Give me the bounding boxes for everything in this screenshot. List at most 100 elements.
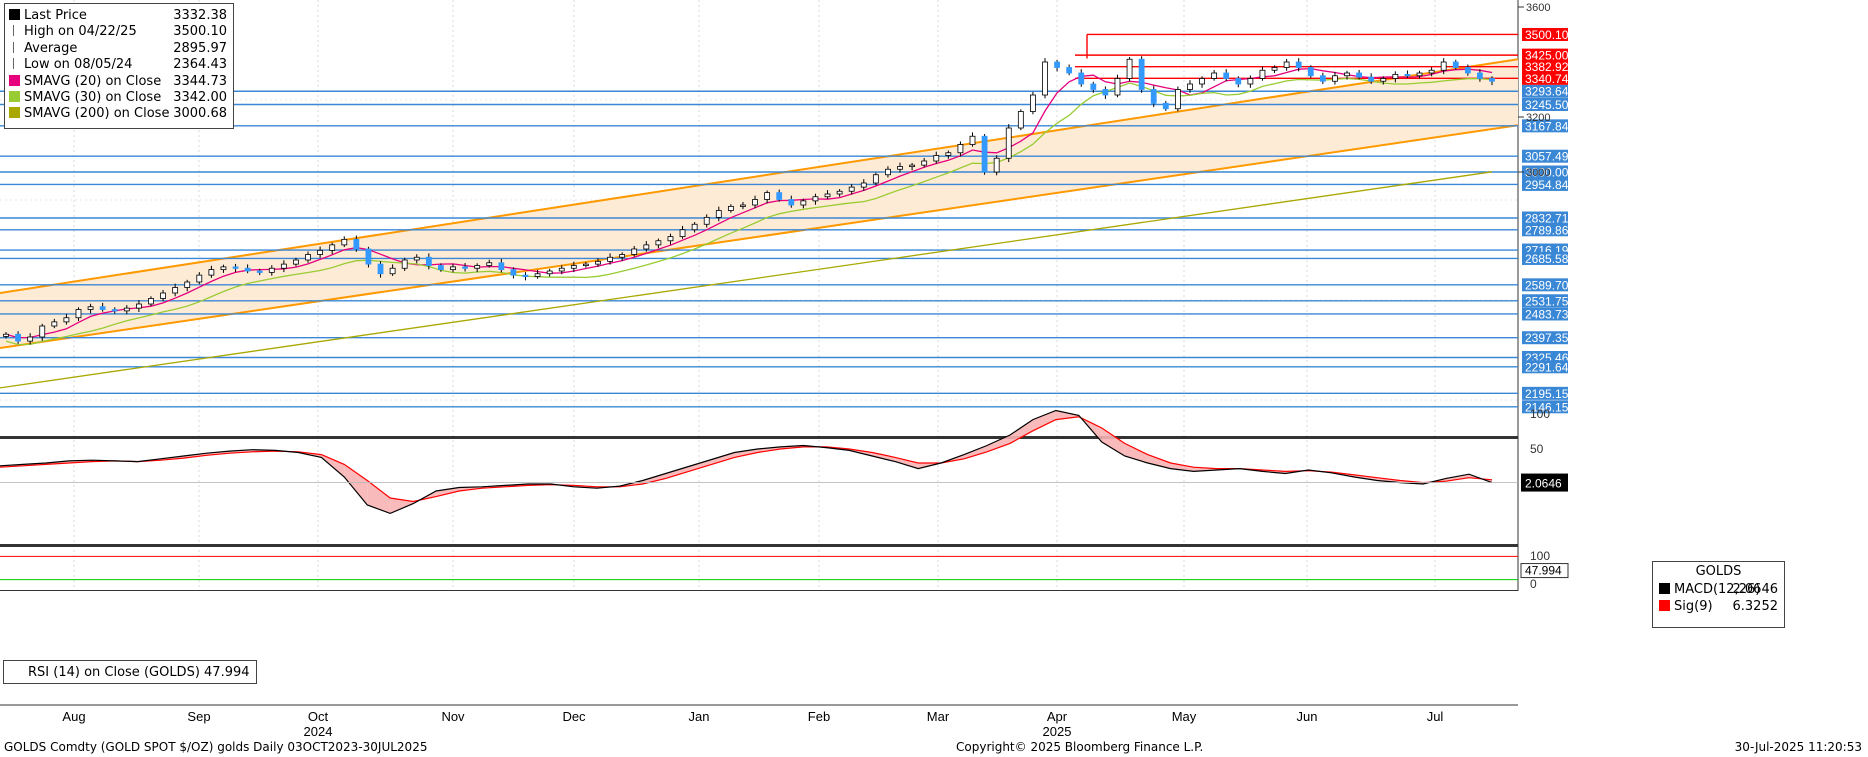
rsi-label: RSI (14) on Close (GOLDS) 47.994 [28, 665, 250, 680]
macd-histogram-area [1032, 410, 1056, 431]
candle-body [39, 325, 46, 338]
candle-body [293, 259, 299, 265]
resistance-level-tag [1522, 48, 1568, 62]
macd-histogram-area [734, 449, 758, 458]
candle-body [486, 262, 493, 266]
month-label: Dec [562, 709, 586, 724]
channel-upper-line [0, 58, 1519, 294]
candle-body [111, 309, 118, 312]
resistance-level-label: 3425.00 [1525, 49, 1569, 63]
macd-histogram-area [390, 498, 414, 514]
candle-body [51, 321, 58, 327]
candle-body [1162, 102, 1169, 110]
support-level-label: 2291.64 [1525, 360, 1569, 374]
series-swatch-icon [9, 107, 20, 119]
candle-body [256, 270, 263, 273]
candle-body [329, 244, 336, 251]
rsi-last-label: 47.994 [1525, 564, 1562, 578]
series-swatch-icon [9, 91, 20, 102]
candle-body [691, 223, 698, 231]
support-level-label: 3057.49 [1525, 150, 1569, 164]
candle-body [655, 240, 662, 246]
candle-body [196, 274, 203, 283]
candle-body [1319, 75, 1326, 82]
candle-body [1138, 58, 1145, 90]
high-marker-icon [13, 25, 20, 37]
month-label: Oct [308, 709, 329, 724]
candle-body [1235, 78, 1242, 85]
candle-body [619, 254, 626, 258]
candle-body [1477, 72, 1483, 79]
candle-body [123, 307, 130, 312]
support-level-tag [1522, 223, 1568, 237]
candle-body [1428, 69, 1435, 74]
candle-body [498, 262, 505, 271]
candle-body [643, 244, 650, 250]
legend-value: 3342.00 [173, 90, 227, 105]
macd-last-tag [1521, 473, 1568, 492]
legend-row: SMAVG (200) on Close 3000.68 [9, 106, 229, 122]
month-label: Jul [1427, 709, 1444, 724]
resistance-level-label: 3500.10 [1525, 28, 1569, 42]
month-label: May [1172, 709, 1197, 724]
macd-histogram-area [642, 473, 666, 484]
signal-label: Sig(9) [1674, 599, 1713, 614]
rsi-legend: RSI (14) on Close (GOLDS) 47.994 [3, 660, 257, 684]
macd-histogram-area [1193, 467, 1217, 472]
candle-body [1174, 89, 1181, 110]
candle-body [631, 248, 638, 255]
resistance-level-tag [1522, 71, 1568, 85]
candle-body [764, 192, 771, 200]
legend-value: 2364.43 [173, 57, 227, 73]
candle-body [1356, 72, 1363, 78]
candle-body [1489, 78, 1495, 82]
support-level-label: 2146.15 [1525, 400, 1569, 414]
candle-body [160, 292, 166, 299]
year-label: 2024 [304, 724, 333, 739]
year-label: 2025 [1043, 724, 1072, 739]
candle-body [1042, 61, 1048, 96]
candle-body [1404, 73, 1411, 77]
candle-body [172, 287, 179, 294]
month-label: Aug [62, 709, 85, 724]
price-legend: Last Price 3332.38 High on 04/22/25 3500.10… [4, 3, 234, 129]
candle-body [462, 266, 468, 269]
candle-body [1199, 78, 1205, 85]
candle-body [232, 266, 239, 269]
candle-body [510, 269, 517, 276]
candle-body [280, 263, 287, 269]
panel-divider [0, 544, 1518, 547]
candle-body [220, 266, 227, 271]
sma20-line [5, 67, 1493, 339]
signal-legend-row: Sig(9) 6.3252 [1659, 599, 1778, 615]
legend-row: SMAVG (20) on Close 3344.73 [9, 74, 229, 90]
legend-label: Low on 08/05/24 [24, 57, 133, 73]
macd-histogram-area [872, 452, 896, 462]
footer-timestamp: 30-Jul-2025 11:20:53 [1734, 740, 1862, 754]
candle-body [1150, 89, 1157, 104]
candle-body [148, 298, 154, 305]
candle-body [365, 248, 372, 265]
candle-body [1030, 94, 1036, 112]
avg-marker-icon [13, 41, 20, 53]
month-label: Mar [927, 709, 950, 724]
support-level-tag [1522, 278, 1568, 292]
month-label: Feb [808, 709, 830, 724]
candle-body [583, 263, 589, 267]
legend-row: Low on 08/05/24 2364.43 [9, 57, 229, 73]
candle-body [607, 256, 613, 262]
sma30-line [5, 77, 1493, 346]
candle-body [353, 238, 360, 250]
candle-body [1380, 78, 1387, 82]
support-level-label: 3000.00 [1525, 166, 1569, 180]
candle-body [208, 269, 215, 276]
candle-body [981, 135, 988, 173]
candle-body [727, 205, 734, 211]
candle-body [1332, 75, 1338, 82]
rsi-panel [0, 555, 1518, 581]
macd-histogram-area [964, 445, 988, 459]
support-level-tag [1522, 84, 1568, 98]
candle-body [860, 182, 867, 188]
candle-body [957, 144, 964, 154]
